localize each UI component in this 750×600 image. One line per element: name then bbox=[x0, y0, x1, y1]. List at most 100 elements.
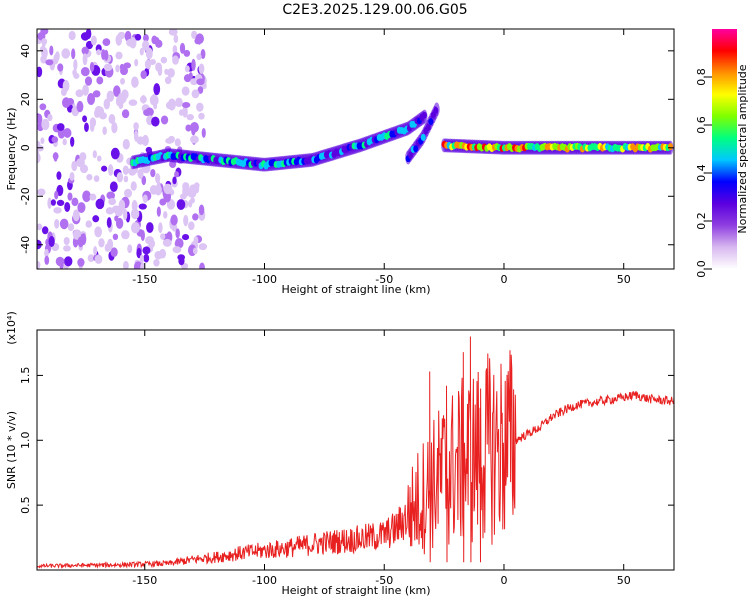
spectrogram-noise-cell bbox=[107, 238, 114, 251]
spectrogram-noise-cell bbox=[190, 197, 195, 204]
spectrogram-noise-cell bbox=[176, 199, 186, 210]
spectrogram-noise-cell bbox=[183, 214, 189, 227]
spectrogram-noise-cell bbox=[168, 29, 178, 36]
spectrogram-noise-cell bbox=[121, 109, 130, 119]
spectrogram-noise-cell bbox=[127, 244, 133, 254]
spectrogram-noise-cell bbox=[196, 78, 205, 86]
spectrogram-noise-cell bbox=[67, 192, 73, 201]
spectrogram-noise-cell bbox=[53, 152, 58, 162]
spectrogram-noise-cell bbox=[71, 197, 79, 207]
spectrogram-noise-cell bbox=[96, 76, 104, 85]
spectrogram-noise-cell bbox=[84, 76, 93, 86]
spectrogram-noise-cell bbox=[110, 247, 118, 257]
spectrogram-noise-cell bbox=[40, 137, 45, 144]
spectrogram-noise-cell bbox=[198, 63, 205, 74]
spectrogram-noise-cell bbox=[56, 171, 62, 180]
spectrogram-noise-cell bbox=[115, 217, 124, 229]
snr-y-tick-label: 0.5 bbox=[19, 496, 32, 514]
spectrogram-noise-cell bbox=[89, 117, 97, 128]
snr-series-line bbox=[37, 336, 674, 569]
spectrogram-noise-cell bbox=[140, 95, 147, 104]
spectrogram-noise-cell bbox=[139, 254, 144, 264]
spectrogram-noise-cell bbox=[151, 116, 160, 127]
spectrogram-noise-cell bbox=[148, 238, 156, 249]
spectrogram-noise-cell bbox=[198, 204, 205, 216]
spectrogram-noise-cell bbox=[63, 236, 70, 246]
spectrogram-noise-cell bbox=[106, 217, 112, 228]
spectrogram-noise-cell bbox=[44, 255, 50, 265]
spectrogram-track-cell bbox=[428, 118, 434, 126]
spectrogram-noise-cell bbox=[156, 206, 161, 217]
spectrogram-noise-cell bbox=[108, 114, 116, 125]
spectrogram-noise-cell bbox=[163, 191, 172, 203]
spectrogram-noise-cell bbox=[174, 237, 184, 249]
spectrogram-noise-cell bbox=[157, 65, 163, 77]
spectrogram-noise-cell bbox=[143, 253, 150, 263]
spectrogram-noise-cell bbox=[115, 95, 121, 107]
spectrogram-x-tick-label: 50 bbox=[617, 273, 631, 286]
spectrogram-noise-cell bbox=[89, 193, 97, 201]
spectrogram-noise-cell bbox=[39, 103, 47, 111]
spectrogram-noise-cell bbox=[197, 86, 204, 94]
spectrogram-noise-cell bbox=[137, 168, 144, 180]
spectrogram-noise-cell bbox=[143, 109, 151, 116]
spectrogram-noise-cell bbox=[101, 165, 108, 172]
snr-y-ticks: 0.5 1.0 1.5 bbox=[19, 367, 674, 514]
spectrogram-noise-cell bbox=[40, 55, 47, 64]
spectrogram-noise-cell bbox=[122, 165, 129, 175]
spectrogram-x-tick-label: 0 bbox=[500, 273, 507, 286]
spectrogram-noise-cell bbox=[50, 199, 56, 206]
spectrogram-noise-cell bbox=[164, 68, 169, 75]
spectrogram-noise-cell bbox=[87, 92, 96, 105]
spectrogram-panel: -150 -100 -50 0 50 -40 -20 0 20 40 Height of str… bbox=[5, 28, 675, 296]
spectrogram-noise-cell bbox=[194, 183, 200, 194]
spectrogram-noise-cell bbox=[181, 234, 190, 241]
spectrogram-noise-cell bbox=[194, 37, 202, 45]
spectrogram-noise-cell bbox=[37, 66, 43, 78]
spectrogram-noise-cell bbox=[102, 38, 111, 46]
spectrogram-noise-cell bbox=[134, 58, 139, 67]
spectrogram-noise-cell bbox=[77, 236, 84, 248]
spectrogram-y-tick-label: -40 bbox=[19, 236, 32, 254]
spectrogram-x-axis-label: Height of straight line (km) bbox=[281, 283, 430, 296]
spectrogram-noise-cell bbox=[70, 136, 75, 147]
spectrogram-noise-cell bbox=[151, 93, 158, 104]
spectrogram-noise-cell bbox=[115, 51, 123, 60]
spectrogram-noise-cell bbox=[188, 221, 195, 231]
snr-x-axis-label: Height of straight line (km) bbox=[281, 584, 430, 597]
spectrogram-x-tick-label: -150 bbox=[132, 273, 157, 286]
spectrogram-track-cell bbox=[433, 107, 439, 115]
spectrogram-noise-cell bbox=[53, 207, 62, 214]
spectrogram-noise-cell bbox=[72, 229, 82, 240]
colorbar-gradient bbox=[712, 29, 737, 269]
spectrogram-y-tick-label: 20 bbox=[19, 92, 32, 106]
spectrogram-noise-cell bbox=[175, 228, 180, 239]
spectrogram-noise-cell bbox=[179, 193, 187, 200]
spectrogram-noise-cell bbox=[41, 38, 48, 45]
spectrogram-noise-cell bbox=[164, 76, 172, 85]
colorbar-label: Normalized spectral amplitude bbox=[736, 64, 749, 233]
spectrogram-noise-cell bbox=[54, 218, 60, 229]
spectrogram-noise-cell bbox=[45, 59, 54, 66]
spectrogram-noise-cell bbox=[114, 215, 119, 222]
spectrogram-y-axis-label: Frequency (Hz) bbox=[5, 108, 18, 191]
spectrogram-noise-cell bbox=[199, 262, 205, 269]
spectrogram-noise-cell bbox=[150, 168, 156, 178]
spectrogram-noise-cell bbox=[71, 160, 78, 172]
spectrogram-noise-cell bbox=[63, 128, 72, 138]
spectrogram-noise-cell bbox=[64, 256, 73, 267]
spectrogram-noise-cell bbox=[196, 102, 204, 112]
spectrogram-noise-cell bbox=[193, 236, 199, 245]
spectrogram-noise-cell bbox=[54, 190, 59, 200]
spectrogram-noise-cell bbox=[80, 67, 90, 77]
colorbar: 0.0 0.2 0.4 0.6 0.8 Normalized spectral ampl… bbox=[695, 29, 749, 278]
spectrogram-noise-cell bbox=[172, 45, 178, 55]
spectrogram-noise-cell bbox=[131, 200, 138, 212]
spectrogram-noise-cell bbox=[85, 220, 93, 228]
spectrogram-noise-cell bbox=[56, 123, 65, 131]
spectrogram-noise-cell bbox=[67, 223, 75, 232]
spectrogram-noise-cell bbox=[61, 48, 71, 59]
spectrogram-noise-cell bbox=[112, 233, 119, 241]
spectrogram-x-tick-label: -50 bbox=[375, 273, 393, 286]
spectrogram-noise-cell bbox=[198, 112, 205, 120]
